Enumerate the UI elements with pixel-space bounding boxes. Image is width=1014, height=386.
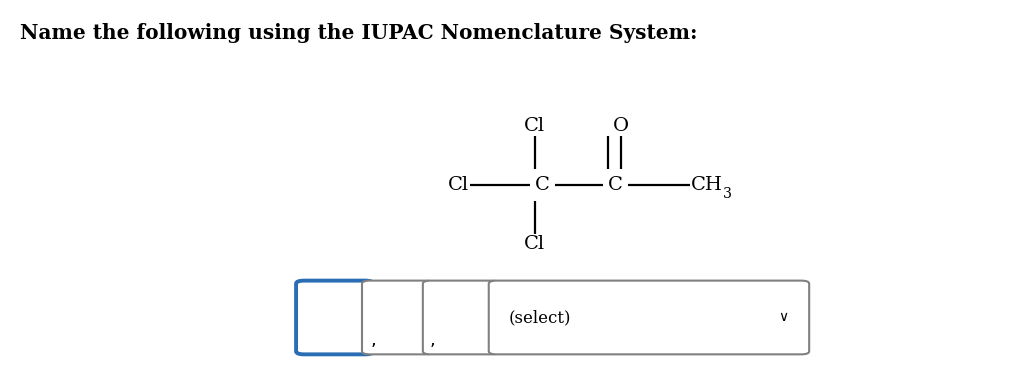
Text: C: C [608,176,623,194]
Text: Cl: Cl [448,176,469,194]
Text: ∨: ∨ [778,310,788,325]
Text: CH: CH [691,176,722,194]
FancyBboxPatch shape [423,281,500,354]
Text: O: O [612,117,629,135]
FancyBboxPatch shape [362,281,434,354]
Text: C: C [535,176,550,194]
FancyBboxPatch shape [489,281,809,354]
Text: Cl: Cl [524,117,545,135]
Text: ,: , [370,331,376,349]
Text: Cl: Cl [524,235,545,254]
Text: 3: 3 [723,187,732,201]
Text: Name the following using the IUPAC Nomenclature System:: Name the following using the IUPAC Nomen… [20,23,698,43]
Text: (select): (select) [509,309,572,326]
Text: ,: , [430,331,436,349]
FancyBboxPatch shape [296,281,373,354]
